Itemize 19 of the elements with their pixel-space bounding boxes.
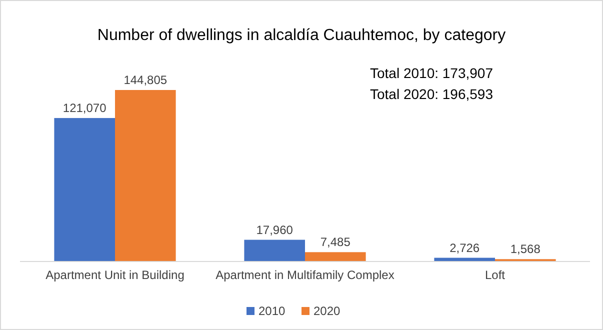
x-tick-label: Loft — [484, 268, 506, 282]
data-label: 144,805 — [124, 73, 168, 87]
data-label: 2,726 — [450, 240, 480, 255]
annotation: Total 2020: 196,593 — [370, 86, 494, 102]
bar — [305, 252, 366, 261]
bar — [434, 258, 495, 261]
x-tick-label: Apartment Unit in Building — [46, 268, 184, 282]
x-tick-label: Apartment in Multifamily Complex — [216, 268, 394, 282]
chart-title: Number of dwellings in alcaldía Cuauhtemoc, by category — [97, 27, 506, 44]
data-label: 7,485 — [320, 235, 351, 250]
data-label: 121,070 — [62, 101, 107, 116]
legend-label: 2020 — [314, 304, 341, 318]
data-label: 1,568 — [510, 242, 541, 256]
bar — [244, 240, 305, 261]
legend-label: 2010 — [258, 304, 286, 318]
data-label: 17,960 — [256, 222, 294, 237]
bar — [54, 118, 115, 261]
bar — [115, 90, 176, 261]
text: Total 2010: 173,907 — [370, 65, 494, 81]
